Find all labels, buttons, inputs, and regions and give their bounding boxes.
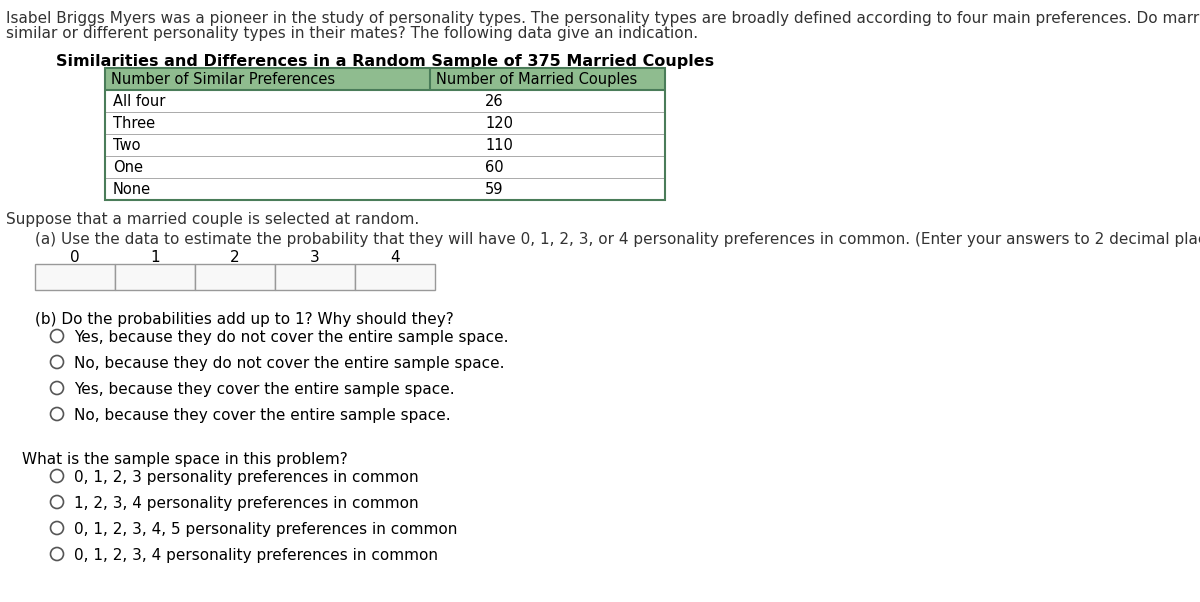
- Text: Similarities and Differences in a Random Sample of 375 Married Couples: Similarities and Differences in a Random…: [56, 54, 714, 69]
- Text: Number of Similar Preferences: Number of Similar Preferences: [112, 72, 335, 87]
- Text: 1: 1: [150, 250, 160, 265]
- Bar: [275, 264, 355, 290]
- Text: What is the sample space in this problem?: What is the sample space in this problem…: [22, 452, 348, 467]
- Text: Suppose that a married couple is selected at random.: Suppose that a married couple is selecte…: [6, 212, 419, 227]
- Text: Three: Three: [113, 116, 155, 131]
- Text: 120: 120: [485, 116, 514, 131]
- Text: No, because they cover the entire sample space.: No, because they cover the entire sample…: [74, 408, 451, 423]
- Text: (a) Use the data to estimate the probability that they will have 0, 1, 2, 3, or : (a) Use the data to estimate the probabi…: [35, 232, 1200, 247]
- Text: One: One: [113, 160, 143, 175]
- Text: 26: 26: [485, 94, 504, 109]
- Text: Two: Two: [113, 138, 140, 153]
- Bar: [106, 68, 665, 200]
- Text: Number of Married Couples: Number of Married Couples: [436, 72, 637, 87]
- Text: 0, 1, 2, 3 personality preferences in common: 0, 1, 2, 3 personality preferences in co…: [74, 470, 419, 485]
- Bar: [35, 264, 115, 290]
- Text: Yes, because they cover the entire sample space.: Yes, because they cover the entire sampl…: [74, 382, 455, 397]
- Text: Isabel Briggs Myers was a pioneer in the study of personality types. The persona: Isabel Briggs Myers was a pioneer in the…: [6, 11, 1200, 26]
- Text: 2: 2: [230, 250, 240, 265]
- Bar: [106, 68, 665, 90]
- Bar: [355, 264, 436, 290]
- Text: (b) Do the probabilities add up to 1? Why should they?: (b) Do the probabilities add up to 1? Wh…: [35, 312, 454, 327]
- Text: 0: 0: [70, 250, 80, 265]
- Bar: [115, 264, 194, 290]
- Text: 59: 59: [485, 182, 504, 197]
- Text: Yes, because they do not cover the entire sample space.: Yes, because they do not cover the entir…: [74, 330, 509, 345]
- Text: 60: 60: [485, 160, 504, 175]
- Text: 3: 3: [310, 250, 320, 265]
- Text: similar or different personality types in their mates? The following data give a: similar or different personality types i…: [6, 26, 698, 41]
- Text: 0, 1, 2, 3, 4 personality preferences in common: 0, 1, 2, 3, 4 personality preferences in…: [74, 548, 438, 563]
- Text: 1, 2, 3, 4 personality preferences in common: 1, 2, 3, 4 personality preferences in co…: [74, 496, 419, 511]
- Text: 4: 4: [390, 250, 400, 265]
- Text: 0, 1, 2, 3, 4, 5 personality preferences in common: 0, 1, 2, 3, 4, 5 personality preferences…: [74, 522, 457, 537]
- Text: None: None: [113, 182, 151, 197]
- Text: 110: 110: [485, 138, 512, 153]
- Text: All four: All four: [113, 94, 166, 109]
- Text: No, because they do not cover the entire sample space.: No, because they do not cover the entire…: [74, 356, 504, 371]
- Bar: [194, 264, 275, 290]
